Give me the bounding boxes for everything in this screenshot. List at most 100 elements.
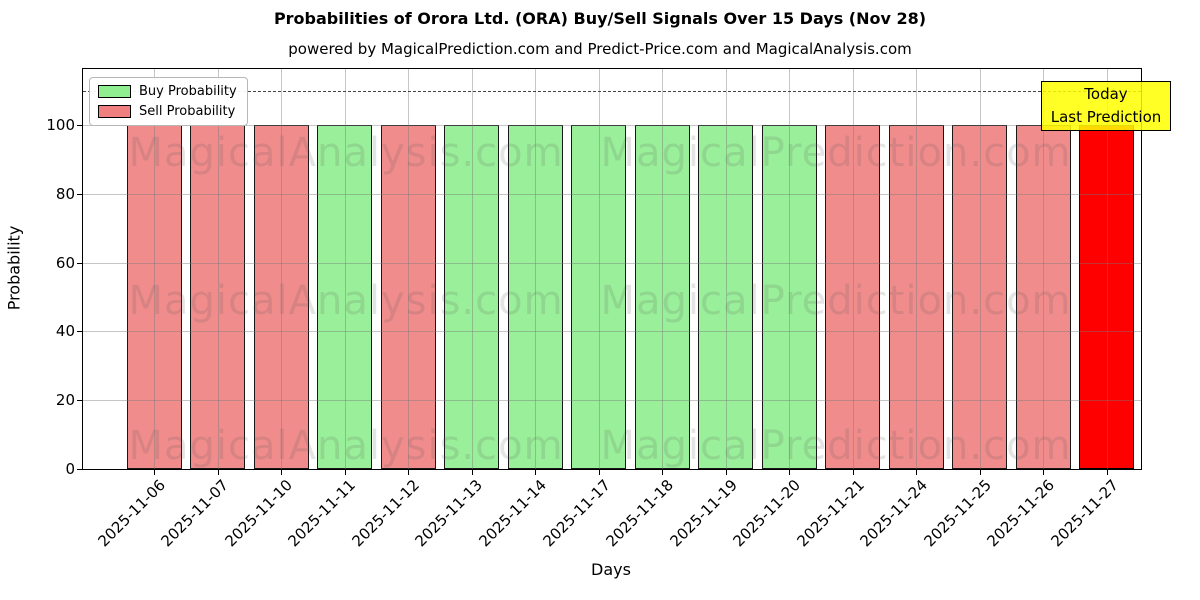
x-tick-mark [471,469,473,475]
x-tick-label: 2025-11-18 [602,476,677,551]
x-tick-mark [789,469,791,475]
v-gridline [281,69,283,469]
y-tick-mark [77,125,83,126]
last-prediction-line: Last Prediction [1050,108,1162,126]
x-tick-label: 2025-11-25 [920,476,995,551]
v-gridline [471,69,473,469]
bar-2025-11-19 [698,125,754,469]
x-tick-mark [344,469,346,475]
watermark-layer: MagicalAnalysis.com MagicalPrediction.com… [83,69,1141,469]
x-tick-label: 2025-11-12 [348,476,423,551]
x-tick-label: 2025-11-14 [475,476,550,551]
bar-2025-11-26 [1015,125,1071,469]
watermark-text: MagicalPrediction.com [600,130,1072,176]
x-tick-mark [281,469,283,475]
x-tick-label: 2025-11-17 [539,476,614,551]
bar-2025-11-25 [952,125,1008,469]
x-tick-label: 2025-11-19 [666,476,741,551]
x-tick-mark [1106,469,1108,475]
x-tick-mark [725,469,727,475]
y-tick-mark [77,193,83,195]
x-tick-mark [662,469,664,475]
v-gridline [535,69,537,469]
bar-2025-11-10 [253,125,309,469]
bar-2025-11-13 [444,125,500,469]
v-gridline [789,69,791,469]
v-gridline [916,69,918,469]
sell-swatch-icon [98,105,131,118]
annotation-layer [83,69,1141,469]
bar-2025-11-07 [190,125,246,469]
bar-2025-11-20 [761,125,817,469]
buy-swatch-icon [98,85,131,98]
x-tick-label: 2025-11-10 [221,476,296,551]
y-tick-mark [77,400,83,402]
bars-layer [83,69,1141,469]
y-tick-label: 20 [55,391,75,410]
legend-item-sell: Sell Probability [98,104,237,119]
v-gridline [154,69,155,469]
x-tick-label: 2025-11-07 [157,476,233,551]
today-line: Today [1084,85,1128,103]
plot-area: MagicalAnalysis.com MagicalPrediction.com… [46,68,1171,550]
v-gridline [408,69,410,469]
x-tick-label: 2025-11-24 [856,476,932,551]
y-tick-label: 0 [65,460,75,478]
watermark-text: MagicalPrediction.com [600,278,1072,324]
x-tick-mark [217,469,219,475]
x-tick-label: 2025-11-11 [284,476,360,551]
bar-2025-11-14 [507,125,563,469]
v-gridline [662,69,664,469]
v-gridline [1043,69,1045,469]
legend-item-buy: Buy Probability [98,84,237,99]
h-gridline [83,193,1141,195]
y-tick-mark [77,262,83,264]
chart-title: Probabilities of Orora Ltd. (ORA) Buy/Se… [273,9,927,28]
x-tick-label: 2025-11-20 [729,476,805,551]
y-tick-label: 60 [55,253,75,272]
x-tick-mark [535,469,537,475]
h-gridline [83,400,1141,402]
x-tick-label: 2025-11-13 [412,476,487,551]
y-tick-label: 80 [55,184,75,203]
v-gridline [852,69,854,469]
v-gridline [979,69,981,469]
chart-subtitle: powered by MagicalPrediction.com and Pre… [288,40,912,58]
watermark-text: MagicalAnalysis.com [128,423,564,469]
v-gridline [598,69,600,469]
watermark-text: MagicalPrediction.com [600,423,1072,469]
grid-layer [83,69,1141,469]
x-tick-mark [916,469,918,475]
y-axis-label: Probability [4,225,24,311]
watermark-text: MagicalAnalysis.com [128,278,564,324]
bar-2025-11-18 [634,125,690,469]
h-gridline [83,125,1141,126]
x-tick-mark [154,469,155,475]
bar-2025-11-24 [888,125,944,469]
legend-label-buy: Buy Probability [139,84,237,99]
watermark-text: MagicalAnalysis.com [128,130,564,176]
x-tick-mark [1043,469,1045,475]
dashed-threshold-line [83,90,1141,92]
v-gridline [217,69,219,469]
y-tick-label: 40 [55,322,75,341]
ticks-layer: 0 20 40 60 80 100 2025-11-06 2025-11-07 2025-11-… [46,69,1141,550]
v-gridline [344,69,346,469]
bar-2025-11-21 [825,125,881,469]
bar-2025-11-06 [126,125,182,469]
legend: Buy Probability Sell Probability [89,77,248,126]
x-tick-label: 2025-11-26 [983,476,1059,551]
h-gridline [83,262,1141,264]
x-tick-mark [408,469,410,475]
x-tick-mark [852,469,854,475]
x-tick-label: 2025-11-21 [793,476,868,551]
today-annotation-box: Today Last Prediction [1041,81,1171,131]
bar-2025-11-17 [571,125,627,469]
legend-label-sell: Sell Probability [139,104,236,119]
x-tick-label: 2025-11-27 [1047,476,1122,551]
y-tick-mark [77,331,83,333]
x-tick-label: 2025-11-06 [94,476,169,551]
x-tick-mark [598,469,600,475]
bar-2025-11-11 [317,125,373,469]
